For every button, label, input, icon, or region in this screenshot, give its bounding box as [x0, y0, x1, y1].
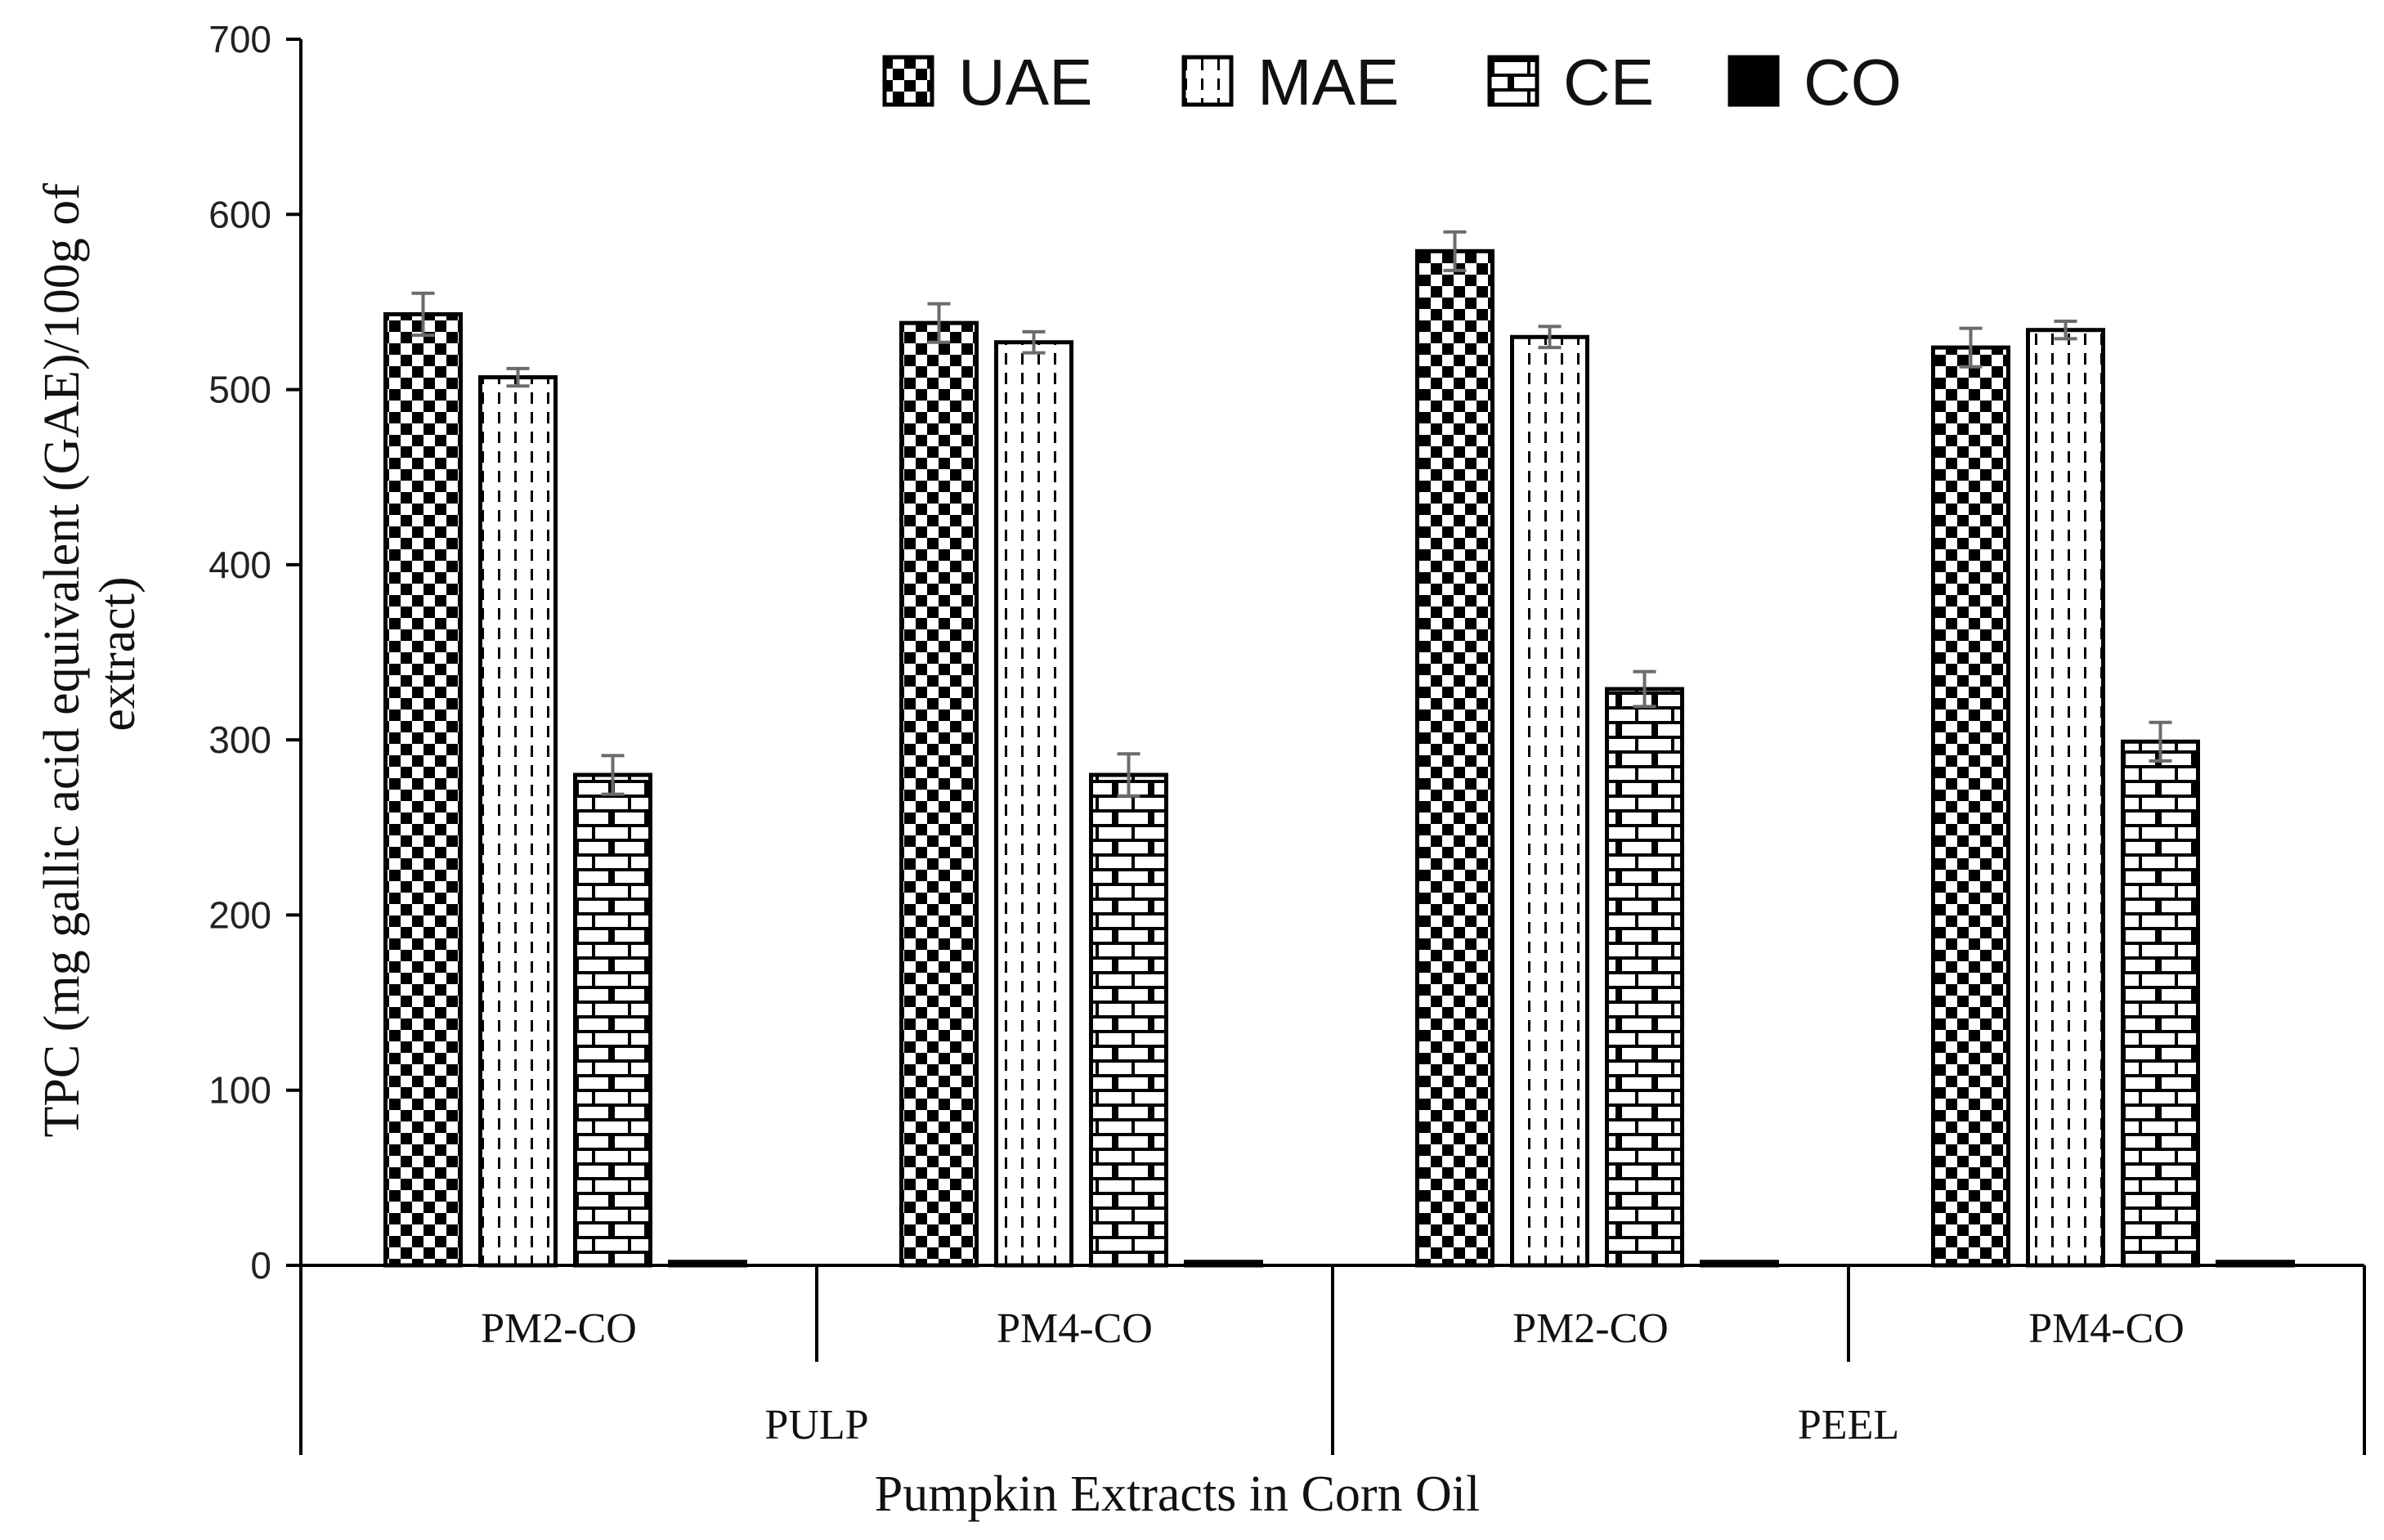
legend-swatch-mae	[1181, 55, 1234, 107]
x-category-label: PM4-CO	[997, 1305, 1153, 1352]
y-axis-title-line-1: TPC (mg gallic acid equivalent (GAE)/100…	[34, 183, 90, 1138]
y-tick-label: 700	[208, 18, 271, 60]
legend-swatch-co	[1728, 55, 1780, 107]
bar-mae	[478, 375, 558, 1268]
bar-uae	[383, 311, 463, 1268]
bar-ce	[2121, 739, 2200, 1268]
y-tick-label: 300	[208, 719, 271, 761]
x-category-label: PM2-CO	[1512, 1305, 1669, 1352]
bar-mae	[994, 340, 1073, 1268]
bar-uae	[1931, 345, 2010, 1268]
legend-swatch-ce	[1487, 55, 1539, 107]
legend-label-co: CO	[1804, 46, 1902, 119]
legend-label-mae: MAE	[1257, 46, 1399, 119]
x-group-label: PULP	[764, 1402, 868, 1448]
bar-ce	[1089, 772, 1168, 1268]
bar-ce	[1605, 687, 1684, 1268]
x-axis: PM2-CO PM4-CO PM2-CO PM4-CO PULP PEEL	[299, 1264, 2366, 1455]
bar-mae	[1510, 334, 1589, 1268]
bar-mae	[2026, 328, 2105, 1268]
x-group-label: PEEL	[1798, 1402, 1899, 1448]
bar-uae	[1415, 248, 1494, 1268]
x-category-label: PM4-CO	[2028, 1305, 2185, 1352]
y-tick-label: 600	[208, 193, 271, 235]
bar-ce	[573, 772, 652, 1268]
legend: UAE MAE CE CO	[882, 46, 1902, 119]
y-axis: 0 100 200 300 400 500 600 700	[208, 18, 302, 1287]
legend-label-ce: CE	[1563, 46, 1654, 119]
bars-layer	[383, 230, 2295, 1268]
y-tick-label: 400	[208, 544, 271, 586]
x-axis-title: Pumpkin Extracts in Corn Oil	[875, 1466, 1481, 1522]
y-tick-label: 200	[208, 893, 271, 936]
y-axis-title: TPC (mg gallic acid equivalent (GAE)/100…	[34, 171, 146, 1138]
x-category-label: PM2-CO	[481, 1305, 637, 1352]
legend-swatch-uae	[882, 55, 934, 107]
legend-label-uae: UAE	[958, 46, 1093, 119]
bar-uae	[899, 320, 979, 1268]
y-axis-title-line-2: extract)	[90, 576, 146, 731]
y-tick-label: 0	[250, 1244, 271, 1287]
y-tick-label: 100	[208, 1069, 271, 1112]
y-tick-label: 500	[208, 369, 271, 411]
